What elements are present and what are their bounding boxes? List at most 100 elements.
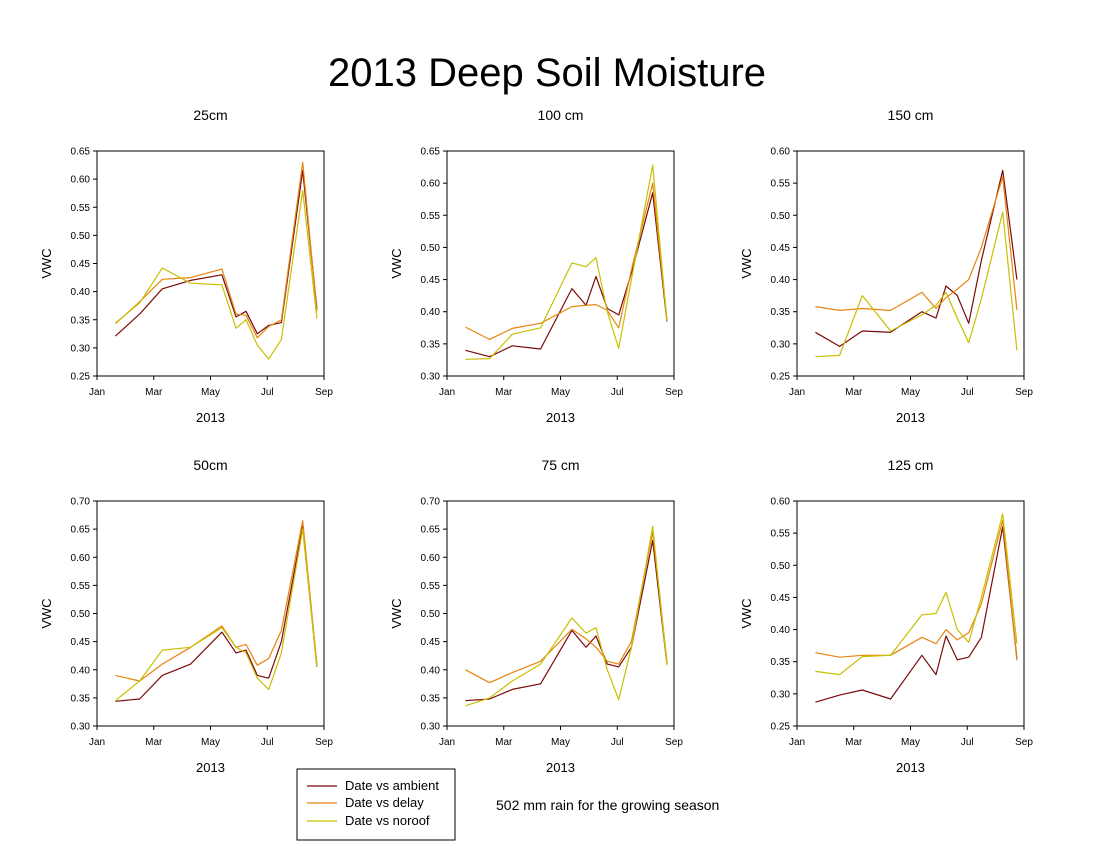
chart-4-y-tick-label-1: 0.35 xyxy=(421,693,441,704)
chart-5-y-tick-label-2: 0.35 xyxy=(771,657,791,668)
chart-4-y-tick-label-8: 0.70 xyxy=(421,497,441,508)
chart-3-y-tick-label-7: 0.65 xyxy=(71,525,91,536)
chart-5: 125 cm 2013 VWC Jan Mar May Jul Sep 0.25 0.30 0.35… xyxy=(739,457,1033,775)
chart-5-series-delay xyxy=(815,519,1018,661)
chart-5-y-tick-label-4: 0.45 xyxy=(771,593,791,604)
chart-2-y-tick-label-0: 0.25 xyxy=(771,372,791,383)
chart-0-x-tick-label-1: Mar xyxy=(145,387,163,398)
chart-0-y-tick-label-3: 0.40 xyxy=(71,287,91,298)
legend-box xyxy=(296,768,456,841)
chart-4-x-tick-label-0: Jan xyxy=(439,737,455,748)
legend-label-ambient: Date vs ambient xyxy=(345,778,439,793)
chart-5-y-tick-label-5: 0.50 xyxy=(771,561,791,572)
chart-0: 25cm 2013 VWC Jan Mar May Jul Sep 0.25 0.30 0.35 0.… xyxy=(39,107,333,425)
chart-0-title: 25cm xyxy=(193,107,227,123)
chart-0-series-delay xyxy=(114,161,318,339)
chart-2-title: 150 cm xyxy=(888,107,934,123)
chart-3-y-tick-label-5: 0.55 xyxy=(71,581,91,592)
chart-3-y-axis-label: VWC xyxy=(39,598,54,628)
chart-2-y-tick-label-2: 0.35 xyxy=(771,307,791,318)
legend-label-delay: Date vs delay xyxy=(345,795,424,810)
chart-5-x-tick-label-2: May xyxy=(901,737,920,748)
chart-0-y-tick-label-6: 0.55 xyxy=(71,203,91,214)
chart-4-x-tick-label-3: Jul xyxy=(611,737,624,748)
chart-4-y-tick-label-4: 0.50 xyxy=(421,609,441,620)
chart-1-plot-frame xyxy=(446,150,675,377)
chart-1-x-axis-label: 2013 xyxy=(546,410,575,425)
chart-5-plot-frame xyxy=(796,500,1025,727)
chart-1-series-delay xyxy=(465,182,668,340)
chart-3-y-tick-label-4: 0.50 xyxy=(71,609,91,620)
chart-3-series-delay xyxy=(115,520,318,682)
chart-5-y-tick-label-3: 0.40 xyxy=(771,625,791,636)
chart-2-series-noroof xyxy=(815,211,1018,358)
chart-5-series-noroof xyxy=(815,513,1018,676)
chart-1-y-tick-label-6: 0.60 xyxy=(421,179,441,190)
chart-0-x-tick-label-2: May xyxy=(201,387,220,398)
chart-1-x-tick-label-1: Mar xyxy=(495,387,513,398)
chart-5-x-tick-label-4: Sep xyxy=(1015,737,1033,748)
chart-3: 50cm 2013 VWC Jan Mar May Jul Sep 0.30 0.35 0.40 0.… xyxy=(39,457,333,775)
chart-3-x-tick-label-2: May xyxy=(201,737,220,748)
legend: Date vs ambient Date vs delay Date vs no… xyxy=(296,768,456,841)
chart-1-series-noroof xyxy=(465,164,668,360)
chart-0-series-noroof xyxy=(115,189,318,360)
chart-2-x-tick-label-4: Sep xyxy=(1015,387,1033,398)
chart-2-series-delay xyxy=(815,176,1018,311)
chart-0-x-tick-label-4: Sep xyxy=(315,387,333,398)
chart-5-y-tick-label-6: 0.55 xyxy=(771,529,791,540)
chart-0-y-tick-label-0: 0.25 xyxy=(71,372,91,383)
chart-0-series-ambient xyxy=(114,170,318,337)
chart-4-series-delay xyxy=(465,531,668,684)
chart-1-y-tick-label-2: 0.40 xyxy=(421,307,441,318)
legend-entry-delay: Date vs delay xyxy=(307,795,424,810)
chart-4-x-tick-label-1: Mar xyxy=(495,737,513,748)
chart-1-x-tick-label-4: Sep xyxy=(665,387,683,398)
chart-5-x-axis-label: 2013 xyxy=(896,760,925,775)
chart-4-y-tick-label-7: 0.65 xyxy=(421,525,441,536)
chart-0-x-tick-label-3: Jul xyxy=(261,387,274,398)
chart-1-y-tick-label-5: 0.55 xyxy=(421,211,441,222)
chart-1: 100 cm 2013 VWC Jan Mar May Jul Sep 0.30 0.35 0.40… xyxy=(389,107,683,425)
chart-1-x-tick-label-2: May xyxy=(551,387,570,398)
chart-2-y-axis-label: VWC xyxy=(739,248,754,278)
chart-3-y-tick-label-0: 0.30 xyxy=(71,722,91,733)
legend-entry-noroof: Date vs noroof xyxy=(307,813,430,828)
chart-0-x-tick-label-0: Jan xyxy=(89,387,105,398)
rainfall-note: 502 mm rain for the growing season xyxy=(496,797,719,813)
chart-0-y-tick-label-7: 0.60 xyxy=(71,175,91,186)
chart-4-y-tick-label-2: 0.40 xyxy=(421,665,441,676)
chart-2-x-tick-label-3: Jul xyxy=(961,387,974,398)
chart-4-y-tick-label-5: 0.55 xyxy=(421,581,441,592)
chart-1-y-tick-label-7: 0.65 xyxy=(421,147,441,158)
chart-2-y-tick-label-5: 0.50 xyxy=(771,211,791,222)
chart-panels: 25cm 2013 VWC Jan Mar May Jul Sep 0.25 0.30 0.35 0.… xyxy=(39,107,1033,775)
chart-5-y-tick-label-1: 0.30 xyxy=(771,689,791,700)
chart-2-series-ambient xyxy=(815,169,1018,347)
chart-2-y-tick-label-4: 0.45 xyxy=(771,243,791,254)
chart-0-y-axis-label: VWC xyxy=(39,248,54,278)
chart-4: 75 cm 2013 VWC Jan Mar May Jul Sep 0.30 0.35 0.40 0… xyxy=(389,457,683,775)
chart-4-y-tick-label-6: 0.60 xyxy=(421,553,441,564)
chart-3-x-axis-label: 2013 xyxy=(196,760,225,775)
chart-0-y-tick-label-8: 0.65 xyxy=(71,147,91,158)
chart-1-y-tick-label-3: 0.45 xyxy=(421,275,441,286)
chart-5-y-tick-label-0: 0.25 xyxy=(771,722,791,733)
chart-3-x-tick-label-3: Jul xyxy=(261,737,274,748)
chart-3-series-ambient xyxy=(115,525,318,702)
legend-entry-ambient: Date vs ambient xyxy=(307,778,439,793)
chart-3-y-tick-label-1: 0.35 xyxy=(71,693,91,704)
chart-4-x-tick-label-4: Sep xyxy=(665,737,683,748)
figure-title: 2013 Deep Soil Moisture xyxy=(328,51,766,95)
chart-3-x-tick-label-4: Sep xyxy=(315,737,333,748)
chart-2-x-tick-label-1: Mar xyxy=(845,387,863,398)
chart-1-y-tick-label-4: 0.50 xyxy=(421,243,441,254)
chart-2-x-tick-label-2: May xyxy=(901,387,920,398)
chart-2-x-tick-label-0: Jan xyxy=(789,387,805,398)
chart-3-y-tick-label-6: 0.60 xyxy=(71,553,91,564)
chart-2-x-axis-label: 2013 xyxy=(896,410,925,425)
chart-4-series-noroof xyxy=(465,525,668,707)
chart-3-series-noroof xyxy=(115,528,318,702)
chart-3-plot-frame xyxy=(96,500,325,727)
